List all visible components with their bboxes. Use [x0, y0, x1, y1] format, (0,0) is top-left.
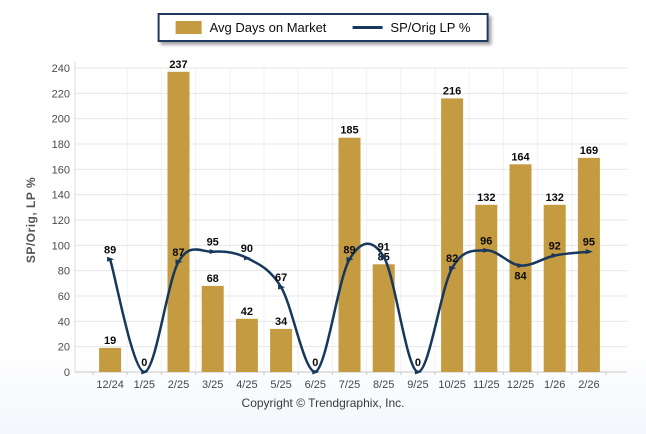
bar-value-label: 42: [241, 306, 253, 318]
line-value-label: 67: [275, 272, 287, 284]
line-value-label: 0: [312, 357, 318, 369]
legend: Avg Days on Market SP/Orig LP %: [157, 13, 489, 42]
bar[interactable]: [543, 204, 566, 372]
line-point-marker[interactable]: [312, 369, 320, 375]
bar-value-label: 19: [104, 335, 116, 347]
bar-value-label: 34: [275, 316, 288, 328]
x-tick-label: 1/26: [544, 379, 565, 391]
bar-value-label: 68: [207, 273, 219, 285]
x-tick-label: 12/25: [507, 379, 535, 391]
x-tick-label: 2/25: [168, 379, 189, 391]
line-point-marker[interactable]: [449, 265, 457, 271]
x-tick-label: 9/25: [407, 379, 428, 391]
y-tick-label: 80: [58, 266, 70, 278]
y-tick-label: 60: [58, 291, 70, 303]
y-tick-label: 140: [52, 190, 70, 202]
y-tick-label: 160: [52, 164, 70, 176]
bar-value-label: 132: [477, 192, 495, 204]
line-value-label: 92: [549, 240, 561, 252]
line-point-marker[interactable]: [243, 255, 251, 261]
y-tick-label: 100: [52, 240, 70, 252]
line-value-label: 87: [172, 247, 184, 259]
bar[interactable]: [270, 328, 293, 372]
line-point-marker[interactable]: [175, 259, 183, 265]
x-tick-label: 3/25: [202, 379, 223, 391]
line-value-label: 90: [241, 243, 253, 255]
x-tick-label: 4/25: [236, 379, 257, 391]
x-tick-label: 10/25: [438, 379, 466, 391]
line-value-label: 0: [415, 357, 421, 369]
bar[interactable]: [441, 98, 464, 373]
line-point-marker[interactable]: [107, 256, 115, 262]
line-point-marker[interactable]: [517, 263, 525, 269]
y-tick-label: 40: [58, 316, 70, 328]
bar[interactable]: [99, 347, 122, 372]
bar[interactable]: [577, 157, 600, 372]
bar-value-label: 164: [511, 151, 530, 163]
x-tick-label: 6/25: [305, 379, 326, 391]
y-tick-label: 180: [52, 139, 70, 151]
bar[interactable]: [235, 318, 258, 372]
legend-line-label: SP/Orig LP %: [390, 20, 471, 35]
line-value-label: 89: [343, 244, 355, 256]
x-tick-label: 7/25: [339, 379, 360, 391]
legend-item-avg-days[interactable]: Avg Days on Market: [175, 20, 327, 35]
y-tick-label: 200: [52, 114, 70, 126]
bar-value-label: 185: [340, 125, 358, 137]
bar-value-label: 237: [169, 59, 187, 71]
bar[interactable]: [509, 164, 532, 372]
bar-value-label: 132: [546, 192, 564, 204]
line-point-marker[interactable]: [346, 256, 354, 262]
x-tick-label: 8/25: [373, 379, 394, 391]
bar-swatch-icon: [175, 21, 202, 34]
line-swatch-icon: [352, 26, 383, 29]
line-point-marker[interactable]: [414, 369, 422, 375]
legend-bar-label: Avg Days on Market: [209, 20, 327, 35]
line-point-marker[interactable]: [209, 249, 217, 255]
line-value-label: 82: [446, 253, 458, 265]
line-value-label: 95: [207, 237, 219, 249]
line-point-marker[interactable]: [483, 247, 491, 253]
x-tick-label: 11/25: [473, 379, 500, 391]
y-tick-label: 220: [52, 88, 70, 100]
line-point-marker[interactable]: [141, 369, 149, 375]
y-tick-label: 20: [58, 342, 70, 354]
bar[interactable]: [338, 137, 361, 372]
line-value-label: 84: [514, 271, 527, 283]
line-point-marker[interactable]: [380, 254, 388, 260]
line-value-label: 0: [141, 357, 147, 369]
copyright-text: Copyright © Trendgraphix, Inc.: [241, 396, 405, 410]
x-tick-label: 5/25: [270, 379, 291, 391]
x-tick-label: 12/24: [96, 379, 124, 391]
bar[interactable]: [201, 285, 224, 372]
bar[interactable]: [372, 264, 395, 372]
y-tick-label: 120: [52, 215, 70, 227]
y-tick-label: 0: [64, 367, 70, 379]
bar[interactable]: [167, 71, 190, 373]
bar-value-label: 216: [443, 85, 461, 97]
line-value-label: 89: [104, 244, 116, 256]
bar-value-label: 169: [580, 145, 598, 157]
legend-item-sp-orig-lp[interactable]: SP/Orig LP %: [352, 20, 470, 35]
x-tick-label: 1/25: [134, 379, 155, 391]
line-point-marker[interactable]: [278, 284, 286, 290]
y-tick-label: 240: [52, 63, 70, 75]
line-value-label: 96: [480, 235, 492, 247]
bar[interactable]: [475, 204, 498, 372]
line-value-label: 95: [583, 237, 595, 249]
line-point-marker[interactable]: [551, 252, 559, 258]
x-tick-label: 2/26: [578, 379, 599, 391]
line-value-label: 91: [378, 242, 390, 254]
line-point-marker[interactable]: [585, 249, 593, 255]
